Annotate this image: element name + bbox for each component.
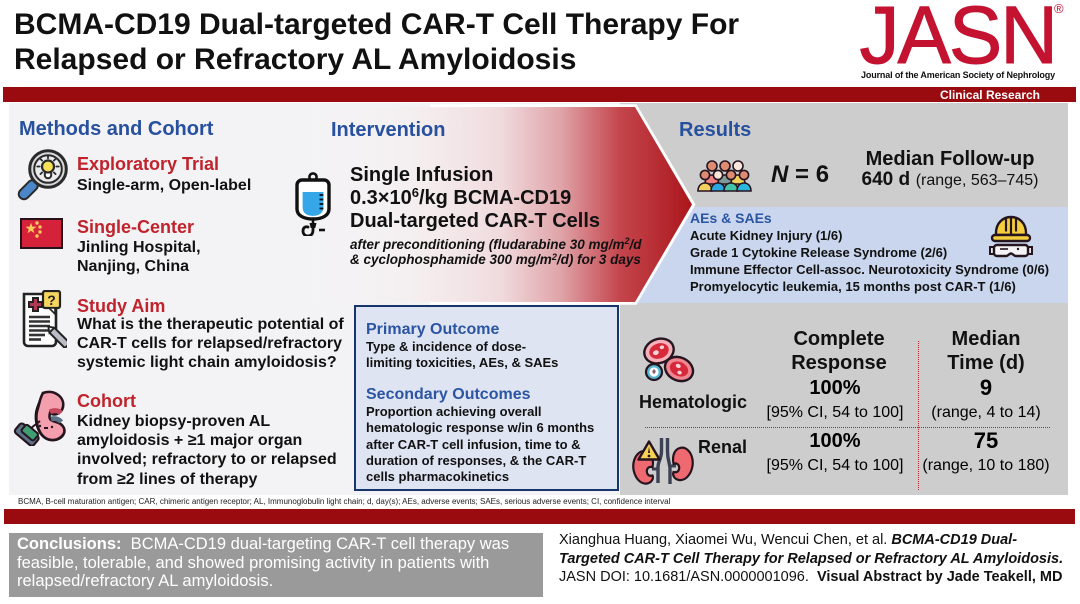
svg-text:?: ?	[47, 292, 56, 308]
